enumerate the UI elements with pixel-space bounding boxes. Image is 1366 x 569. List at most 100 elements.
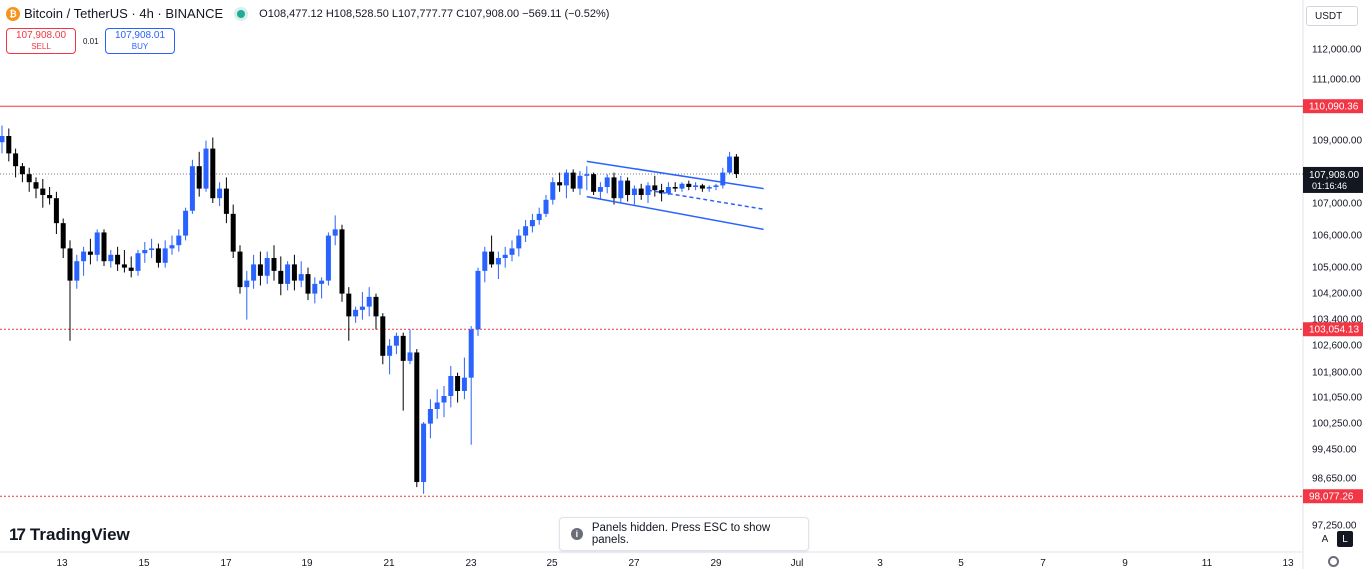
price-axis-tick: 99,450.00	[1312, 445, 1357, 456]
price-axis-tick: 112,000.00	[1312, 45, 1362, 56]
candle-body	[40, 188, 46, 195]
candle-body	[584, 174, 590, 176]
candle-body	[393, 335, 399, 346]
candle-body	[665, 187, 671, 194]
candle-body	[400, 335, 406, 361]
candle-body	[359, 306, 365, 310]
candle-body	[217, 188, 223, 199]
candle-body	[414, 352, 420, 483]
candle-body	[387, 345, 393, 356]
candle-body	[366, 296, 372, 307]
time-axis-tick: 5	[958, 558, 964, 569]
channel-lower-line	[586, 195, 764, 231]
panels-hidden-toast: i Panels hidden. Press ESC to show panel…	[559, 517, 809, 551]
time-axis-tick: 29	[710, 558, 722, 569]
buy-price: 107,908.01	[114, 30, 166, 41]
candle-body	[727, 156, 733, 173]
candle-body	[346, 293, 352, 317]
candle-body	[305, 274, 311, 294]
candle-body	[128, 267, 134, 271]
candle-body	[693, 185, 699, 187]
current-price-label: 107,908.00	[1309, 170, 1359, 181]
time-axis-tick: 17	[220, 558, 232, 569]
candle-body	[47, 195, 53, 199]
candle-body	[176, 235, 182, 246]
candle-body	[563, 172, 569, 186]
time-axis-tick: 19	[301, 558, 313, 569]
candle-body	[468, 329, 474, 378]
candle-body	[26, 174, 32, 183]
time-axis-tick: 23	[465, 558, 477, 569]
candle-body	[121, 264, 127, 268]
candle-body	[155, 248, 161, 263]
log-scale-button[interactable]: L	[1337, 531, 1353, 547]
candle-body	[285, 264, 291, 284]
price-axis-tick: 100,250.00	[1312, 419, 1362, 430]
currency-selector[interactable]: USDT	[1306, 6, 1358, 26]
sell-button[interactable]: 107,908.00 SELL	[6, 28, 76, 54]
toast-text: Panels hidden. Press ESC to show panels.	[591, 522, 771, 546]
price-axis-tick: 109,000.00	[1312, 136, 1362, 147]
candle-body	[638, 188, 644, 195]
candle-body	[291, 264, 297, 281]
candle-body	[210, 148, 216, 199]
level-price-badge	[1303, 489, 1363, 504]
price-axis-tick: 104,200.00	[1312, 289, 1362, 300]
candle-body	[591, 174, 597, 192]
candle-body	[482, 251, 488, 271]
level-price-badge	[1303, 322, 1363, 337]
symbol-header: ₿ Bitcoin / TetherUS · 4h · BINANCE O108…	[6, 6, 609, 21]
candle-body	[332, 229, 338, 236]
auto-scale-button[interactable]: A	[1317, 531, 1333, 547]
candle-body	[421, 423, 427, 483]
candle-body	[94, 232, 100, 255]
tradingview-logo[interactable]: 17 TradingView	[9, 525, 130, 545]
price-axis-tick: 111,000.00	[1312, 75, 1361, 86]
time-axis-tick: 21	[383, 558, 395, 569]
candle-body	[461, 377, 467, 391]
price-axis-tick: 105,000.00	[1312, 263, 1362, 274]
price-axis-tick: 101,800.00	[1312, 368, 1362, 379]
candle-body	[162, 248, 168, 263]
candle-body	[278, 270, 284, 284]
candle-body	[380, 316, 386, 356]
time-axis-tick: 27	[628, 558, 640, 569]
candle-countdown-label: 01:16:46	[1312, 181, 1347, 191]
candle-body	[196, 166, 202, 189]
buy-button[interactable]: 107,908.01 BUY	[105, 28, 175, 54]
candle-body	[257, 264, 263, 276]
candle-body	[699, 185, 705, 189]
candle-body	[312, 283, 318, 294]
brand-name: TradingView	[29, 525, 130, 544]
info-icon: i	[571, 528, 583, 540]
time-axis-tick: 11	[1202, 558, 1213, 569]
symbol-title[interactable]: Bitcoin / TetherUS · 4h · BINANCE	[24, 6, 224, 21]
buy-label: BUY	[131, 42, 149, 51]
candle-body	[720, 172, 726, 186]
candle-body	[618, 180, 624, 199]
candle-body	[733, 156, 739, 174]
candle-body	[536, 213, 542, 221]
candle-body	[325, 235, 331, 281]
price-axis-tick: 106,000.00	[1312, 231, 1362, 242]
candle-body	[142, 250, 148, 254]
candle-body	[6, 136, 12, 154]
candle-body	[74, 261, 80, 281]
chart-settings-gear-icon[interactable]	[1328, 556, 1339, 567]
candle-body	[87, 251, 93, 255]
candle-body	[455, 376, 461, 391]
candle-body	[625, 180, 631, 195]
time-axis-tick: Jul	[791, 558, 804, 569]
candle-body	[577, 175, 583, 189]
candle-body	[516, 235, 522, 249]
candle-body	[570, 172, 576, 189]
candle-body	[557, 182, 563, 186]
candle-body	[319, 280, 325, 284]
candle-body	[373, 296, 379, 317]
candle-body	[264, 258, 270, 276]
price-axis-tick: 103,400.00	[1312, 315, 1362, 326]
candle-body	[679, 183, 685, 189]
price-axis-tick: 98,650.00	[1312, 474, 1357, 485]
candle-body	[339, 229, 345, 294]
